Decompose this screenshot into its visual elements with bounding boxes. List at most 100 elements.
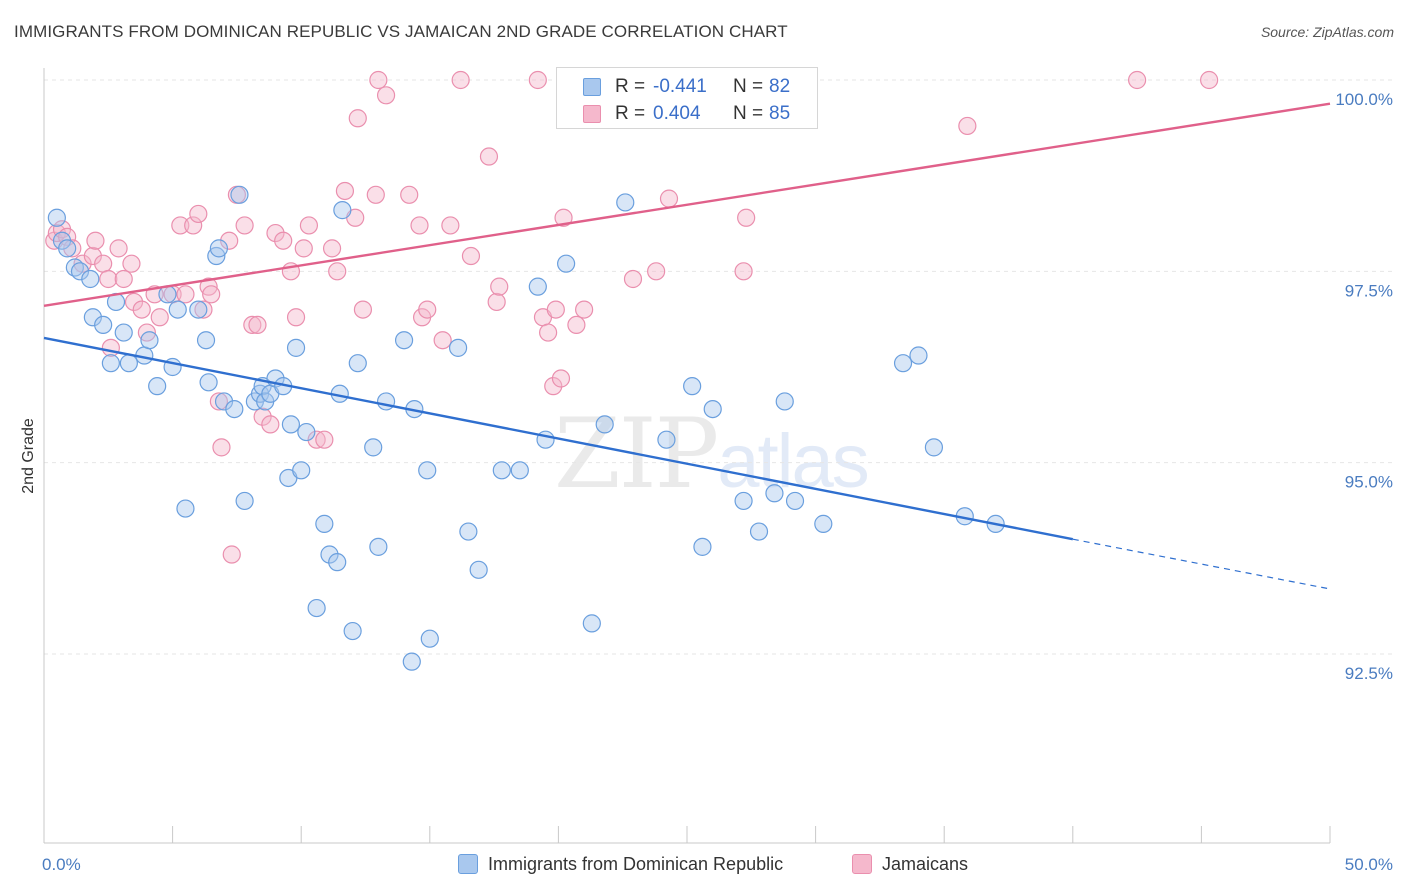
dominican-point — [683, 377, 702, 396]
jamaican-point — [299, 216, 319, 235]
dominican-points — [47, 185, 1005, 671]
legend-label-jamaicans: Jamaicans — [882, 853, 969, 874]
jamaican-point — [114, 269, 133, 289]
dominican-point — [209, 239, 228, 258]
dominican-point — [469, 560, 488, 579]
dominican-trend-line — [43, 336, 1074, 541]
x-tick-label-min: 0.0% — [42, 855, 81, 874]
dominican-point — [893, 354, 913, 373]
jamaican-point — [575, 300, 594, 319]
dominican-point — [333, 201, 352, 220]
jamaican-point — [150, 308, 169, 327]
dominican-point — [448, 338, 468, 357]
jamaican-point — [171, 216, 190, 235]
jamaican-point — [101, 338, 120, 357]
jamaican-point — [479, 147, 499, 166]
dominican-point — [235, 491, 254, 511]
n-value: 82 — [769, 76, 791, 97]
dominican-point — [292, 461, 311, 480]
jamaican-point — [202, 285, 221, 304]
dominican-point — [199, 373, 218, 392]
dominican-point — [196, 331, 216, 350]
jamaican-point — [109, 239, 128, 258]
n-label: N = — [733, 76, 764, 97]
jamaican-point — [490, 277, 509, 296]
y-axis-title: 2nd Grade — [20, 418, 37, 494]
jamaican-point — [487, 292, 506, 312]
watermark-atlas: atlas — [717, 419, 870, 504]
jamaican-point — [623, 269, 643, 289]
dominican-point — [119, 354, 138, 373]
dominican-point — [909, 346, 928, 365]
legend-item-jamaicans[interactable]: Jamaicans — [852, 852, 968, 876]
jamaican-point — [734, 262, 753, 281]
jamaican-point — [86, 231, 105, 250]
jamaican-point — [554, 208, 573, 227]
jamaican-point — [222, 545, 241, 564]
dominican-point — [214, 392, 234, 411]
watermark: ZIPatlas — [554, 398, 870, 510]
jamaican-point — [539, 323, 558, 342]
jamaican-point — [335, 181, 355, 201]
legend-swatch-blue — [583, 78, 601, 96]
dominican-point — [348, 354, 367, 373]
y-tick-labels: 92.5% 95.0% 97.5% 100.0% — [1335, 90, 1393, 683]
grid-lines — [44, 79, 1392, 655]
jamaican-point — [1127, 70, 1147, 90]
jamaican-point — [322, 239, 342, 258]
jamaican-point — [376, 86, 396, 105]
dominican-point — [459, 522, 478, 541]
dominican-point — [81, 269, 100, 289]
r-label: R = — [615, 103, 646, 124]
dominican-point — [176, 499, 195, 518]
dominican-point — [376, 392, 396, 411]
jamaican-point — [348, 109, 367, 128]
legend-swatch-blue — [458, 854, 478, 874]
jamaican-point — [369, 70, 388, 90]
r-value: 0.404 — [653, 103, 701, 124]
dominican-point — [492, 461, 511, 480]
dominican-trend-extension — [1072, 538, 1331, 590]
dominican-point — [420, 629, 439, 648]
jamaican-point — [212, 438, 231, 457]
jamaican-point — [274, 231, 293, 250]
dominican-point — [70, 262, 90, 281]
jamaican-point — [253, 407, 272, 426]
dominican-point — [101, 354, 120, 373]
jamaican-point — [366, 185, 385, 204]
jamaican-point — [567, 315, 586, 335]
legend-label-dominican: Immigrants from Dominican Republic — [488, 853, 784, 874]
y-tick-label: 92.5% — [1345, 664, 1393, 683]
dominican-point — [148, 377, 167, 396]
trend-lines — [43, 102, 1331, 590]
jamaican-point — [99, 269, 118, 289]
jamaican-point — [235, 216, 254, 235]
r-label: R = — [615, 76, 646, 97]
jamaican-point — [266, 223, 285, 243]
dominican-point — [582, 614, 601, 633]
jamaican-point — [433, 331, 452, 350]
jamaican-point — [132, 300, 151, 319]
jamaican-point — [307, 430, 326, 449]
dominican-point — [58, 239, 77, 258]
dominican-point — [140, 331, 159, 350]
dominican-point — [394, 331, 414, 350]
jamaican-point — [353, 300, 373, 319]
jamaican-trend-line — [43, 102, 1331, 307]
jamaican-point — [546, 300, 565, 319]
dominican-point — [364, 438, 383, 457]
jamaican-point — [286, 308, 306, 327]
legend-item-dominican[interactable]: Immigrants from Dominican Republic — [458, 852, 783, 876]
dominican-point — [320, 545, 339, 564]
jamaican-point — [544, 377, 563, 396]
dominican-point — [693, 537, 712, 556]
jamaican-point — [451, 70, 470, 90]
dominican-point — [286, 338, 306, 357]
dominican-point — [510, 461, 529, 480]
dominican-point — [657, 430, 676, 449]
jamaican-point — [410, 216, 429, 235]
jamaican-point — [647, 262, 666, 281]
jamaican-point — [261, 415, 280, 434]
jamaican-point — [194, 300, 213, 319]
